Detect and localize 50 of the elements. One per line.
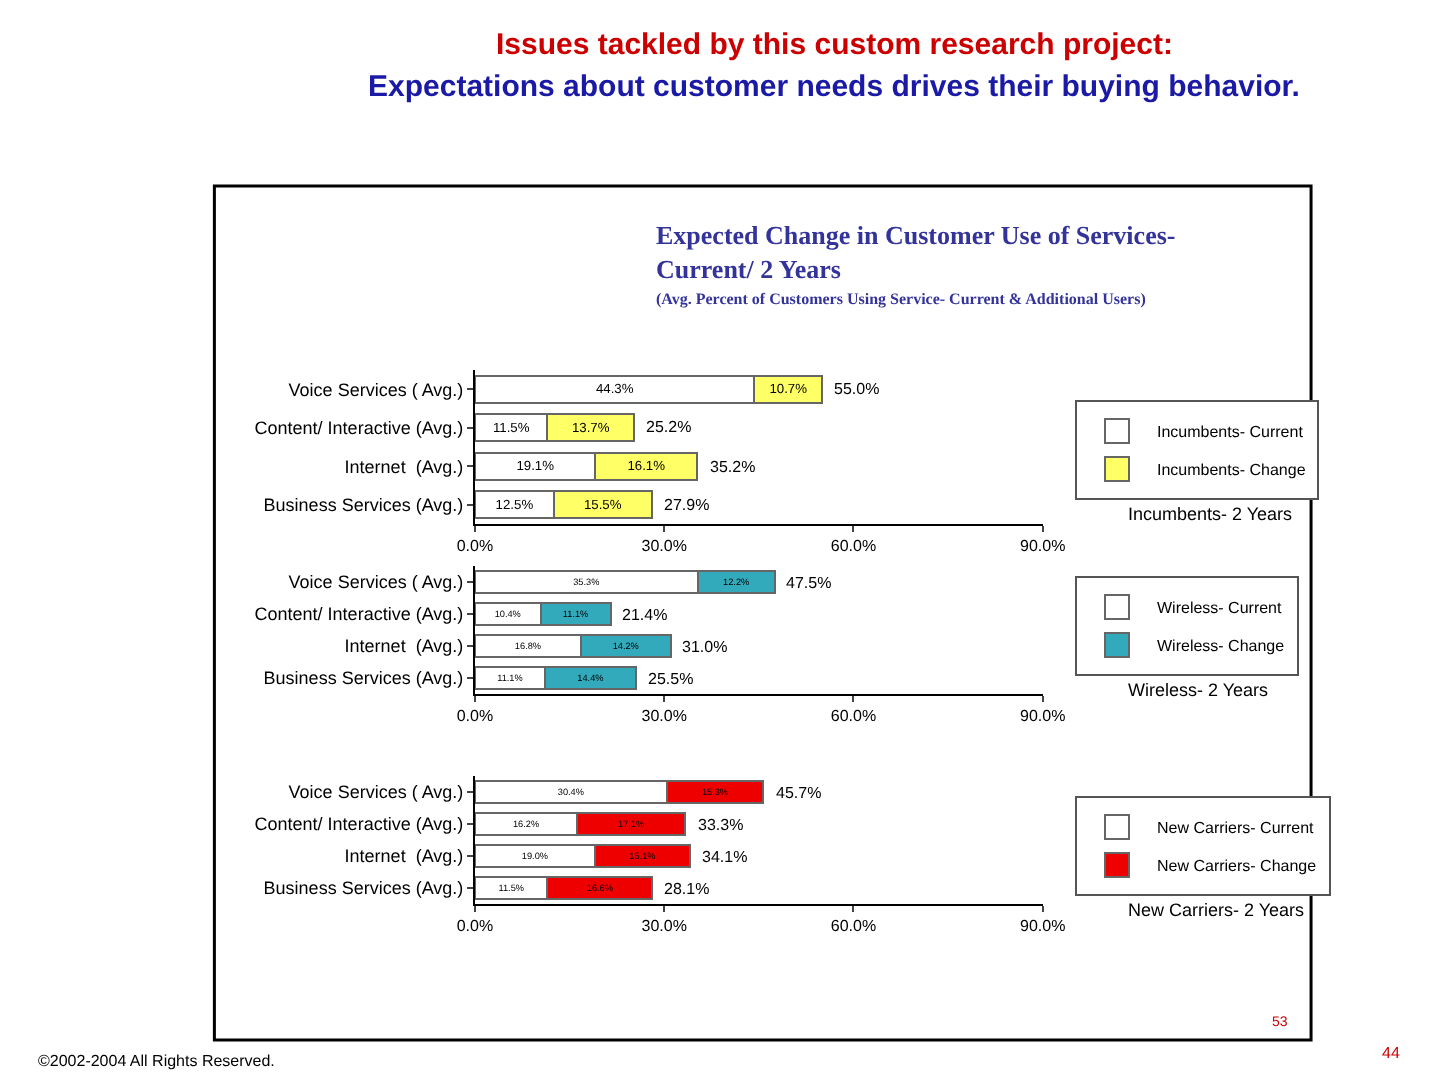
- total-label: 27.9%: [664, 496, 710, 514]
- text: New Carriers- Current: [1157, 819, 1316, 838]
- y-tick-label: Voice Services ( Avg.): [288, 572, 464, 593]
- text: (Avg. Percent of Customers Using Service- Current & Additional Users): [656, 290, 1147, 308]
- y-tick-label: Business Services (Avg.): [263, 668, 464, 689]
- x-tick-label: 30.0%: [641, 537, 687, 556]
- y-tick-label: Internet (Avg.): [344, 636, 464, 657]
- y-tick-label: Voice Services ( Avg.): [288, 782, 464, 803]
- total-label: 31.0%: [682, 638, 728, 656]
- x-tick-label: 90.0%: [1020, 917, 1066, 936]
- total-label: 35.2%: [710, 458, 756, 476]
- x-tick-label: 60.0%: [830, 537, 877, 556]
- chart-title: Issues tackled by this custom research project: Expectations about customer needs drives their buying behavior.: [368, 28, 1300, 104]
- total-label: 33.3%: [698, 816, 744, 834]
- legend-label: New Carriers- Change: [1157, 857, 1318, 876]
- chart-subtitle: Expected Change in Customer Use of Services- Current/ 2 Years: [656, 220, 1176, 284]
- text: Incumbents- 2 Years: [1128, 504, 1294, 524]
- y-tick-label: Voice Services ( Avg.): [288, 379, 464, 400]
- y-tick-label: Internet (Avg.): [344, 846, 464, 867]
- total-label: 21.4%: [622, 606, 668, 624]
- x-tick-label: 0.0%: [456, 537, 494, 556]
- total-label: 25.5%: [648, 670, 694, 688]
- total-label: 34.1%: [702, 848, 748, 866]
- x-tick-label: 90.0%: [1020, 707, 1066, 726]
- y-tick-label: Internet (Avg.): [344, 456, 464, 477]
- total-label: 47.5%: [786, 574, 832, 592]
- x-tick-label: 90.0%: [1020, 537, 1066, 556]
- text: Wireless- 2 Years: [1128, 680, 1270, 700]
- legend-label: Incumbents- Current: [1157, 423, 1305, 442]
- x-tick-label: 0.0%: [456, 707, 494, 726]
- total-label: 25.2%: [646, 418, 692, 436]
- x-tick-label: 0.0%: [456, 917, 494, 936]
- total-label: 28.1%: [664, 880, 710, 898]
- text: ©2002-2004 All Rights Reserved.: [38, 1052, 275, 1070]
- y-tick-label: Content/ Interactive (Avg.): [254, 814, 464, 835]
- text: New Carriers- 2 Years: [1128, 900, 1306, 920]
- y-tick-label: Content/ Interactive (Avg.): [254, 604, 464, 625]
- total-label: 45.7%: [776, 784, 822, 802]
- y-tick-label: Business Services (Avg.): [263, 495, 464, 516]
- y-tick-label: Business Services (Avg.): [263, 878, 464, 899]
- legend-label: Incumbents- Change: [1157, 461, 1307, 480]
- text: Wireless- Change: [1157, 637, 1286, 656]
- x-tick-label: 60.0%: [830, 707, 877, 726]
- x-tick-label: 30.0%: [641, 707, 687, 726]
- y-tick-label: Content/ Interactive (Avg.): [254, 418, 464, 439]
- text: 44: [1382, 1044, 1401, 1062]
- total-label: 55.0%: [834, 380, 880, 398]
- x-tick-label: 30.0%: [641, 917, 687, 936]
- x-tick-label: 60.0%: [830, 917, 877, 936]
- text: Wireless- Current: [1157, 599, 1284, 618]
